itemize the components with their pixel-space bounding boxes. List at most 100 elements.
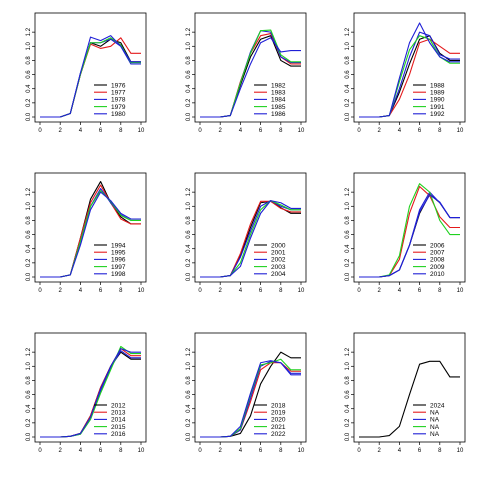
legend-label: NA [430, 431, 440, 438]
legend-label: 2010 [430, 271, 445, 278]
y-tick-label: 1.2 [26, 347, 32, 356]
y-tick-label: 0.2 [186, 258, 192, 267]
legend-label: 2008 [430, 257, 445, 264]
x-tick-label: 8 [119, 448, 123, 454]
x-tick-label: 2 [378, 128, 382, 134]
series-line-2015 [40, 345, 141, 438]
x-tick-label: 6 [99, 288, 103, 294]
legend-label: 1988 [430, 82, 445, 89]
legend-label: NA [430, 417, 440, 424]
legend-label: 1994 [111, 242, 126, 249]
plot-frame [194, 332, 307, 443]
series-line-1979 [40, 37, 141, 118]
plot-frame [353, 12, 466, 123]
x-tick-label: 10 [298, 448, 305, 454]
legend-label: 1995 [111, 250, 126, 257]
y-tick-label: 0.2 [26, 98, 32, 107]
y-tick-label: 0.6 [345, 230, 351, 239]
x-tick-label: 8 [119, 288, 123, 294]
y-tick-label: 0.8 [186, 216, 192, 225]
series-line-1978 [40, 38, 141, 118]
series-line-2013 [40, 348, 141, 438]
y-tick-label: 0.0 [186, 432, 192, 441]
legend-label: 1992 [430, 111, 445, 118]
x-tick-label: 0 [198, 128, 202, 134]
legend-label: 2000 [271, 242, 286, 249]
x-tick-label: 6 [99, 448, 103, 454]
y-tick-label: 1.0 [345, 361, 351, 370]
x-tick-label: 6 [418, 288, 422, 294]
legend-label: 2003 [271, 264, 286, 271]
panel-4: 0 2 4 6 8 10 0.0 0.2 0.4 0.6 0.8 1.0 1.2 199419951996… [26, 172, 147, 294]
series-line-2016 [40, 348, 141, 438]
y-tick-label: 1.2 [345, 347, 351, 356]
series-line-1988 [359, 35, 460, 118]
legend-label: 2024 [430, 402, 445, 409]
legend-label: 2001 [271, 250, 286, 257]
series-line-2009 [359, 183, 460, 278]
panel-7: 0 2 4 6 8 10 0.0 0.2 0.4 0.6 0.8 1.0 1.2 201220132014… [26, 332, 147, 454]
y-tick-label: 0.4 [26, 404, 32, 413]
plot-frame [194, 12, 307, 123]
y-tick-label: 0.2 [345, 258, 351, 267]
x-tick-label: 2 [219, 448, 223, 454]
series-line-2010 [359, 194, 460, 278]
x-tick-label: 4 [398, 128, 402, 134]
legend-label: 1984 [271, 97, 286, 104]
x-tick-label: 0 [198, 448, 202, 454]
series-line-2014 [40, 350, 141, 438]
y-tick-label: 1.2 [26, 187, 32, 196]
y-tick-label: 0.4 [345, 244, 351, 253]
y-tick-label: 0.8 [26, 56, 32, 65]
panel-1: 0 2 4 6 8 10 0.0 0.2 0.4 0.6 0.8 1.0 1.2 197619771978… [26, 12, 147, 134]
series-line-2024 [359, 360, 460, 438]
legend-label: 1983 [271, 90, 286, 97]
panel-2: 0 2 4 6 8 10 0.0 0.2 0.4 0.6 0.8 1.0 1.2 198219831984… [186, 12, 307, 134]
legend-label: 1998 [111, 271, 126, 278]
x-tick-label: 8 [119, 128, 123, 134]
plot-frame [34, 172, 147, 283]
y-tick-label: 1.2 [186, 347, 192, 356]
y-tick-label: 0.4 [26, 84, 32, 93]
y-tick-label: 0.0 [186, 112, 192, 121]
legend-label: 2019 [271, 410, 286, 417]
x-tick-label: 10 [457, 128, 464, 134]
y-tick-label: 0.6 [186, 70, 192, 79]
x-tick-label: 2 [59, 288, 63, 294]
x-tick-label: 4 [239, 128, 243, 134]
legend-label: 1996 [111, 257, 126, 264]
legend-label: 1985 [271, 104, 286, 111]
y-tick-label: 0.4 [345, 404, 351, 413]
x-tick-label: 8 [279, 448, 283, 454]
legend-label: 2022 [271, 431, 286, 438]
y-tick-label: 1.0 [345, 201, 351, 210]
series-line-2008 [359, 191, 460, 278]
y-tick-label: 0.2 [186, 98, 192, 107]
y-tick-label: 1.2 [345, 27, 351, 36]
x-tick-label: 0 [38, 288, 42, 294]
x-tick-label: 2 [219, 288, 223, 294]
legend-label: 2015 [111, 424, 126, 431]
x-tick-label: 4 [79, 288, 83, 294]
series-line-1998 [40, 191, 141, 278]
series-line-1980 [40, 35, 141, 118]
plot-frame [34, 332, 147, 443]
x-tick-label: 4 [239, 288, 243, 294]
legend-label: 1982 [271, 82, 286, 89]
x-tick-label: 4 [239, 448, 243, 454]
x-tick-label: 0 [357, 448, 361, 454]
legend-label: 2006 [430, 242, 445, 249]
series-line-1976 [40, 38, 141, 118]
y-tick-label: 1.0 [186, 41, 192, 50]
series-line-1983 [200, 33, 301, 118]
legend-label: 2018 [271, 402, 286, 409]
legend-label: NA [430, 424, 440, 431]
legend-label: NA [430, 410, 440, 417]
plot-frame [353, 172, 466, 283]
y-tick-label: 0.8 [345, 56, 351, 65]
x-tick-label: 0 [198, 288, 202, 294]
series-line-2020 [200, 360, 301, 438]
x-tick-label: 4 [79, 448, 83, 454]
